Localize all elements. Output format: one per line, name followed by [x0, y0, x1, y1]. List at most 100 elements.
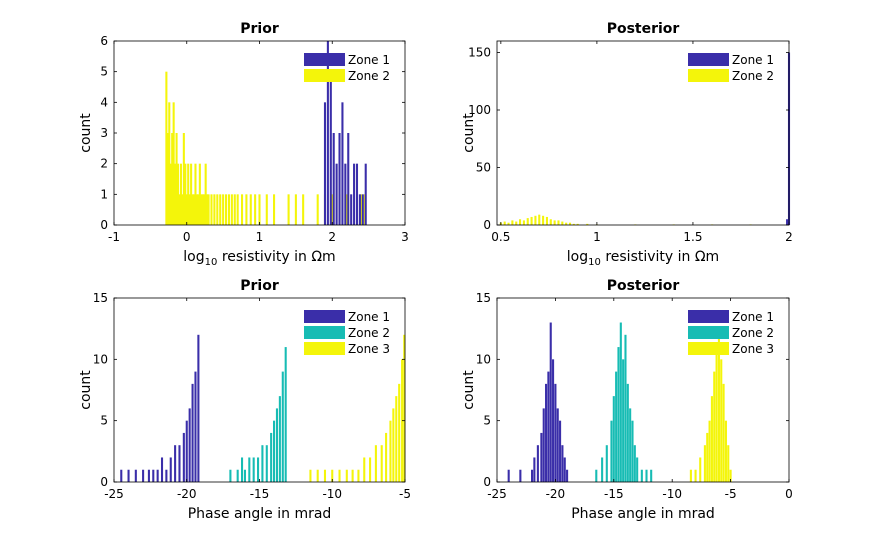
bar: [241, 194, 244, 225]
bar: [531, 469, 534, 482]
bar: [194, 371, 197, 482]
bar: [360, 194, 363, 225]
bar: [626, 383, 629, 482]
x-tick-label: 1.5: [683, 230, 702, 244]
x-axis-label-subscript: 10: [588, 257, 601, 268]
y-tick-label: 0: [100, 475, 108, 489]
bar: [605, 445, 608, 482]
series-zone-1: [786, 52, 791, 225]
x-axis-label-post: resistivity in Ωm: [217, 249, 335, 265]
bar: [530, 216, 533, 225]
bar: [252, 457, 255, 482]
bar: [316, 194, 319, 225]
bar: [230, 194, 233, 225]
bar: [547, 371, 550, 482]
series-zone-1: [507, 322, 569, 482]
bar: [624, 334, 627, 482]
y-tick-label: 100: [468, 103, 491, 117]
y-axis-label: count: [78, 113, 94, 153]
bar: [201, 194, 204, 225]
series-zone-2: [229, 347, 287, 482]
axes-box: [496, 40, 790, 226]
chart-title: Posterior: [607, 21, 680, 37]
bar: [503, 221, 506, 225]
bar: [715, 347, 718, 482]
bar: [225, 194, 228, 225]
bar: [563, 457, 566, 482]
bar: [166, 133, 169, 225]
bar: [720, 359, 723, 482]
bar: [515, 221, 518, 225]
legend-label: Zone 2: [732, 69, 774, 83]
bar: [185, 420, 188, 482]
y-axis-label: count: [78, 370, 94, 410]
bar: [270, 432, 273, 482]
bar: [389, 420, 392, 482]
bar: [257, 457, 260, 482]
bar: [713, 371, 716, 482]
x-axis-label-post: resistivity in Ωm: [601, 249, 719, 265]
y-tick-label: 0: [483, 218, 491, 232]
x-tick-label: 1: [593, 230, 601, 244]
bar: [236, 469, 239, 482]
bar: [595, 469, 598, 482]
y-tick-label: 3: [100, 126, 108, 140]
bar: [273, 420, 276, 482]
bar: [727, 445, 730, 482]
bar: [553, 220, 556, 225]
y-tick-label: 5: [483, 414, 491, 428]
legend-label: Zone 3: [732, 342, 774, 356]
legend-swatch: [688, 326, 729, 339]
bar: [552, 359, 555, 482]
bar: [323, 102, 327, 225]
x-tick-label: 0: [785, 487, 793, 501]
bar: [645, 469, 648, 482]
bar: [636, 457, 639, 482]
series-zone-1: [120, 334, 200, 482]
bar: [561, 445, 564, 482]
y-tick-label: 4: [100, 95, 108, 109]
series-zone-2: [499, 214, 752, 225]
legend-swatch: [688, 53, 729, 66]
bar: [572, 223, 575, 225]
bar: [363, 457, 366, 482]
bar: [233, 194, 236, 225]
bar: [284, 347, 287, 482]
bar: [185, 194, 188, 225]
bar: [556, 408, 559, 482]
bar: [192, 194, 196, 225]
x-tick-label: -10: [662, 487, 682, 501]
x-tick-label: -5: [725, 487, 737, 501]
bar: [403, 334, 406, 482]
bar: [184, 163, 187, 225]
chart-title: Prior: [240, 278, 279, 294]
bar: [165, 469, 168, 482]
bar: [633, 445, 636, 482]
bar: [287, 194, 290, 225]
x-axis-label-pre: log: [183, 249, 204, 265]
bar: [703, 445, 706, 482]
x-tick-label: -15: [604, 487, 624, 501]
bar: [549, 322, 552, 482]
bar: [169, 457, 172, 482]
x-axis-label-subscript: 10: [205, 257, 218, 268]
bar: [706, 432, 709, 482]
bar: [171, 133, 174, 225]
bar: [699, 457, 702, 482]
y-tick-label: 5: [100, 414, 108, 428]
bar: [565, 222, 568, 225]
bar: [538, 214, 541, 225]
bar: [210, 194, 213, 225]
bar: [629, 408, 632, 482]
bar: [169, 163, 172, 225]
bar: [710, 396, 713, 482]
bar: [245, 194, 248, 225]
legend-label: Zone 3: [348, 342, 390, 356]
bar: [522, 220, 525, 225]
bar: [191, 194, 194, 225]
bar: [176, 163, 180, 225]
bar: [182, 133, 185, 225]
legend-swatch: [304, 326, 345, 339]
bar: [545, 383, 548, 482]
